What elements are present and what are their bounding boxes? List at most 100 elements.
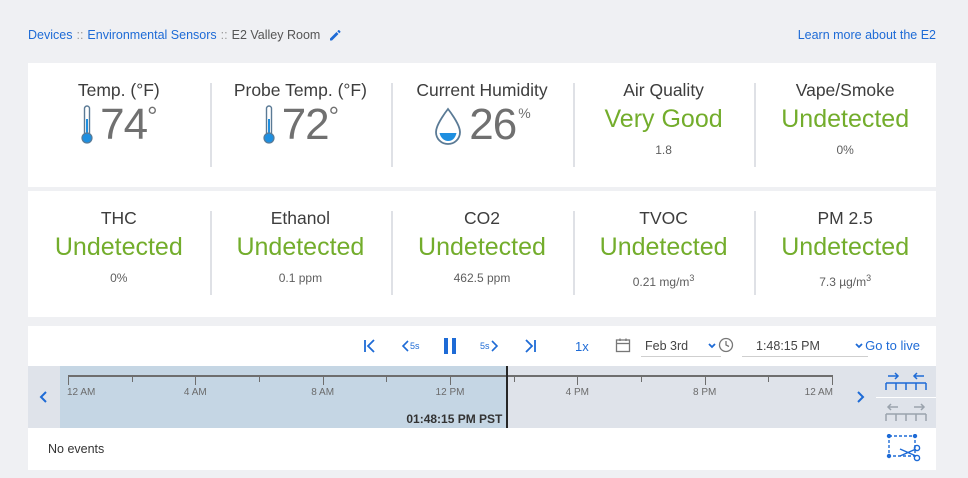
vape-smoke-label: Vape/Smoke xyxy=(795,80,895,100)
tvoc-card: TVOC Undetected 0.21 mg/m3 xyxy=(572,191,755,315)
timeline-minor-tick xyxy=(768,375,770,382)
timeline-tick-label: 8 AM xyxy=(311,387,335,398)
timeline-minor-tick xyxy=(131,375,133,382)
co2-label: CO2 xyxy=(463,208,500,228)
timeline-tick-label: 4 PM xyxy=(565,387,589,398)
temp-label: Temp. (°F) xyxy=(77,80,160,100)
thc-card: THC Undetected 0% xyxy=(28,191,210,315)
timeline-scrubber[interactable]: 12 AM 4 AM 8 AM 12 PM 4 PM 8 PM 12 AM 01:48:15… xyxy=(60,366,844,428)
timeline-tick-label: 12 AM xyxy=(804,387,833,398)
timeline-minor-tick xyxy=(259,375,260,382)
chevron-right-icon xyxy=(490,340,498,352)
breadcrumb: Devices :: Environmental Sensors :: E2 V… xyxy=(28,28,342,42)
timeline-track: 12 AM 4 AM 8 AM 12 PM 4 PM 8 PM 12 AM 01:48:15… xyxy=(28,366,936,428)
tvoc-value: 0.21 mg/m3 xyxy=(573,270,755,290)
go-to-live-link[interactable]: Go to live xyxy=(865,338,920,353)
vape-smoke-status: Undetected xyxy=(781,105,910,133)
pm25-unit-exponent: 3 xyxy=(866,273,872,283)
temp-reading: 74 ° xyxy=(28,103,210,147)
timeline-tick-label: 12 AM xyxy=(67,387,96,398)
forward-5s-label: 5s xyxy=(480,341,490,351)
breadcrumb-devices[interactable]: Devices xyxy=(28,28,73,42)
air-quality-label: Air Quality xyxy=(623,80,704,100)
time-picker[interactable]: 1:48:15 PM xyxy=(718,334,868,358)
pm25-label: PM 2.5 xyxy=(817,208,873,228)
tvoc-value-text: 0.21 mg/m xyxy=(632,275,690,289)
humidity-reading: 26 % xyxy=(391,103,573,147)
pm25-value-text: 7.3 µg/m xyxy=(819,275,867,289)
pencil-icon[interactable] xyxy=(328,28,342,42)
air-quality-card: Air Quality Very Good 1.8 xyxy=(572,63,755,187)
probe-temp-value: 72 xyxy=(281,100,330,149)
air-quality-value: 1.8 xyxy=(655,143,672,157)
timeline-major-tick xyxy=(195,375,197,385)
back-5s-label: 5s xyxy=(410,341,420,351)
thermometer-icon xyxy=(262,105,276,150)
timeline-minor-tick xyxy=(513,375,515,382)
date-select[interactable]: Feb 3rd xyxy=(641,335,721,357)
skip-to-start-button[interactable] xyxy=(362,336,378,356)
date-value: Feb 3rd xyxy=(645,338,689,353)
timeline-panel: 5s 5s 1x Feb 3rd 1:48:15 P xyxy=(28,326,936,470)
zoom-out-icon xyxy=(885,403,927,421)
thc-label: THC xyxy=(100,208,137,228)
tvoc-label: TVOC xyxy=(639,208,688,228)
breadcrumb-separator: :: xyxy=(220,28,228,42)
co2-card: CO2 Undetected 462.5 ppm xyxy=(391,191,573,315)
breadcrumb-current: E2 Valley Room xyxy=(231,28,321,42)
timeline-major-tick xyxy=(450,375,451,385)
timeline-minor-tick xyxy=(641,375,642,382)
timeline-next-button[interactable] xyxy=(844,366,876,428)
timeline-prev-button[interactable] xyxy=(28,366,60,428)
humidity-value: 26 xyxy=(469,100,517,149)
vape-smoke-value: 0% xyxy=(836,143,854,157)
timeline-playhead[interactable] xyxy=(506,366,509,428)
back-5s-button[interactable]: 5s xyxy=(400,336,420,356)
playback-speed[interactable]: 1x xyxy=(575,338,589,354)
pause-button[interactable] xyxy=(442,336,458,356)
temp-unit: ° xyxy=(147,101,158,131)
pm25-status: Undetected xyxy=(781,233,910,261)
water-drop-icon xyxy=(433,105,463,150)
thc-value: 0% xyxy=(110,271,128,285)
time-select[interactable]: 1:48:15 PM xyxy=(742,335,868,357)
pm25-value: 7.3 µg/m3 xyxy=(754,270,936,290)
timeline-tick-label: 8 PM xyxy=(692,387,717,398)
probe-temp-card: Probe Temp. (°F) 72 ° xyxy=(209,63,392,187)
timeline-major-tick xyxy=(704,375,706,385)
ethanol-card: Ethanol Undetected 0.1 ppm xyxy=(209,191,392,315)
probe-temp-reading: 72 ° xyxy=(210,103,392,147)
humidity-unit: % xyxy=(518,105,531,121)
thermometer-icon xyxy=(80,105,94,150)
tvoc-status: Undetected xyxy=(599,233,728,261)
skip-to-end-button[interactable] xyxy=(522,336,538,356)
playback-controls: 5s 5s 1x Feb 3rd 1:48:15 P xyxy=(28,326,936,366)
timeline-major-tick xyxy=(322,375,324,385)
zoom-out-button[interactable] xyxy=(876,398,936,428)
events-status: No events xyxy=(48,442,105,456)
humidity-label: Current Humidity xyxy=(416,80,548,100)
scissors-icon xyxy=(886,433,921,462)
pm25-card: PM 2.5 Undetected 7.3 µg/m3 xyxy=(754,191,936,315)
ethanol-label: Ethanol xyxy=(270,208,331,228)
chevron-down-icon xyxy=(708,342,716,348)
forward-5s-button[interactable]: 5s xyxy=(480,336,500,356)
chevron-left-icon xyxy=(39,391,47,403)
timeline-tick-label: 12 PM xyxy=(435,387,465,398)
zoom-in-icon xyxy=(885,371,927,390)
timeline-major-tick xyxy=(68,375,69,385)
calendar-icon xyxy=(615,337,631,356)
thc-status: Undetected xyxy=(54,233,183,261)
zoom-in-button[interactable] xyxy=(876,366,936,397)
breadcrumb-environmental-sensors[interactable]: Environmental Sensors xyxy=(87,28,217,42)
timeline-major-tick xyxy=(832,375,833,385)
chevron-right-icon xyxy=(857,391,865,403)
chevron-down-icon xyxy=(855,342,863,348)
clock-icon xyxy=(718,337,734,356)
learn-more-link[interactable]: Learn more about the E2 xyxy=(797,28,936,42)
skip-start-icon xyxy=(364,339,375,353)
timeline-tick-label: 4 AM xyxy=(183,387,207,398)
clip-scissors-button[interactable] xyxy=(886,433,922,462)
date-picker[interactable]: Feb 3rd xyxy=(615,334,721,358)
sensor-panel: Temp. (°F) 74 ° Probe Temp. (°F) 72 ° Cu… xyxy=(28,63,936,317)
